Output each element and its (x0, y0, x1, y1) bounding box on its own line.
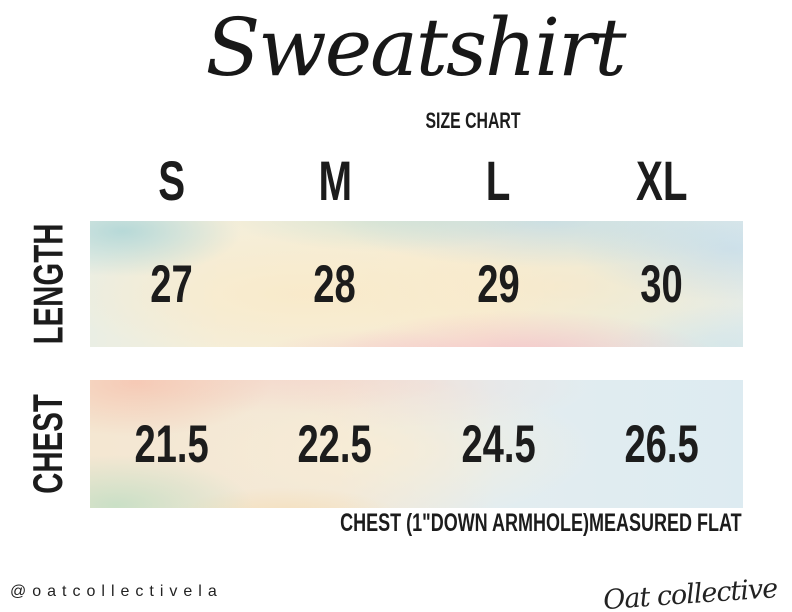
length-value-l-text: 29 (476, 254, 520, 314)
chest-value-l-text: 24.5 (460, 414, 536, 474)
chest-value-xl-text: 26.5 (624, 414, 699, 474)
size-chart-subtitle: SIZE CHART (388, 110, 558, 132)
chest-value-l: 24.5 (417, 380, 580, 508)
length-value-m-text: 28 (313, 254, 357, 314)
column-header-l-label: L (485, 149, 511, 212)
size-column-headers: S M L XL (90, 153, 743, 209)
measurement-note: CHEST (1"DOWN ARMHOLE)MEASURED FLAT (340, 509, 742, 537)
length-row-band: 27 28 29 30 (90, 221, 743, 347)
chest-value-s: 21.5 (90, 380, 253, 508)
instagram-handle: @oatcollectivela (10, 583, 223, 600)
column-header-m-label: M (318, 149, 352, 212)
row-label-chest: CHEST (6, 380, 90, 508)
length-value-m: 28 (253, 221, 416, 347)
chest-value-m: 22.5 (253, 380, 416, 508)
column-header-s: S (90, 153, 253, 209)
row-label-chest-text: CHEST (24, 394, 72, 494)
length-value-s-text: 27 (150, 254, 193, 314)
chest-value-m-text: 22.5 (297, 414, 373, 474)
size-chart-subtitle-text: SIZE CHART (425, 108, 521, 133)
chest-value-xl: 26.5 (580, 380, 743, 508)
length-value-xl-text: 30 (640, 254, 683, 314)
column-header-m: M (253, 153, 416, 209)
column-header-xl: XL (580, 153, 743, 209)
length-value-xl: 30 (580, 221, 743, 347)
column-header-s-label: S (158, 149, 186, 212)
length-value-l: 29 (417, 221, 580, 347)
row-label-length-text: LENGTH (24, 223, 71, 345)
length-value-s: 27 (90, 221, 253, 347)
product-title-script: Sweatshirt (205, 1, 626, 94)
chest-row-band: 21.5 22.5 24.5 26.5 (90, 380, 743, 508)
column-header-l: L (417, 153, 580, 209)
row-label-length: LENGTH (6, 221, 90, 347)
column-header-xl-label: XL (635, 149, 688, 212)
chest-value-s-text: 21.5 (134, 414, 209, 474)
brand-logo-script: Oat collective (602, 573, 778, 612)
